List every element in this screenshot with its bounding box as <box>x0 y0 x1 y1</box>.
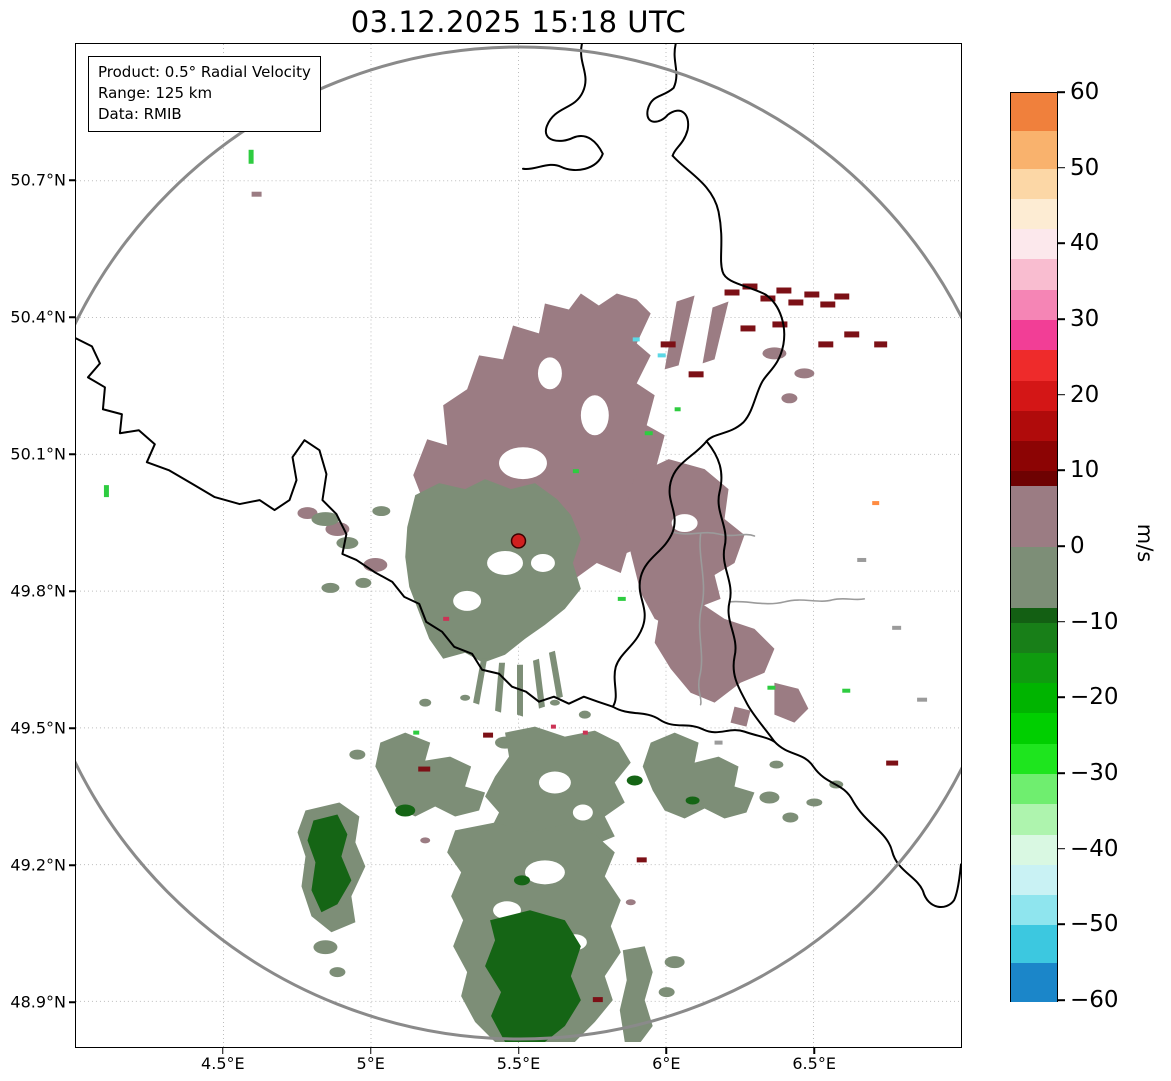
colorbar-segment <box>1011 471 1057 488</box>
colorbar-segment <box>1011 622 1057 654</box>
map-plot: Product: 0.5° Radial Velocity Range: 125… <box>75 43 962 1048</box>
x-tickmark <box>369 1048 372 1054</box>
colorbar-tick-label: 20 <box>1070 381 1100 408</box>
y-tickmark <box>69 864 75 867</box>
colorbar-segment <box>1011 130 1057 170</box>
colorbar-tickmark <box>1057 166 1065 169</box>
colorbar-segment <box>1011 229 1057 261</box>
velocity-echoes <box>103 149 928 1043</box>
y-tickmark <box>69 590 75 592</box>
colorbar-segment <box>1011 320 1057 351</box>
regional-borders <box>671 531 866 706</box>
x-tickmark <box>222 1048 224 1054</box>
colorbar-tick-label: −20 <box>1070 684 1119 711</box>
y-tick-label: 49.8°N <box>10 581 66 601</box>
colorbar-tickmark <box>1057 772 1065 774</box>
colorbar-unit-label: m/s <box>1133 523 1158 563</box>
colorbar-segment <box>1011 441 1057 473</box>
colorbar-tick-label: −50 <box>1070 911 1119 938</box>
colorbar <box>1010 92 1058 1002</box>
colorbar-tickmark <box>1057 393 1065 396</box>
colorbar-tickmark <box>1057 696 1065 699</box>
x-tick-label: 6°E <box>652 1054 681 1073</box>
colorbar-segment <box>1011 743 1057 775</box>
colorbar-tick-label: 50 <box>1070 154 1100 181</box>
colorbar-tickmark <box>1057 91 1065 93</box>
colorbar-tick-label: −40 <box>1070 835 1119 862</box>
info-range: Range: 125 km <box>98 84 213 102</box>
colorbar-tick-label: 40 <box>1070 230 1100 257</box>
colorbar-segment <box>1011 895 1057 927</box>
y-tickmark <box>69 1001 75 1004</box>
colorbar-segment <box>1011 804 1057 836</box>
misc-specks <box>103 149 928 745</box>
colorbar-segment <box>1011 350 1057 382</box>
colorbar-segment <box>1011 410 1057 442</box>
colorbar-segment <box>1011 774 1057 805</box>
map-canvas <box>76 44 961 1047</box>
colorbar-segment <box>1011 380 1057 412</box>
colorbar-segment <box>1011 168 1057 200</box>
colorbar-tickmark <box>1057 545 1065 547</box>
radar-location-marker <box>510 533 527 549</box>
colorbar-tick-label: −60 <box>1070 987 1119 1013</box>
echo-gaps-sage <box>453 550 593 951</box>
x-tick-label: 5.5°E <box>496 1054 541 1073</box>
y-tick-label: 49.2°N <box>10 855 66 875</box>
colorbar-tickmark <box>1057 847 1065 850</box>
y-tickmark <box>69 316 75 318</box>
colorbar-segment <box>1011 864 1057 896</box>
colorbar-tick-label: 60 <box>1070 79 1100 105</box>
colorbar-segment <box>1011 925 1057 964</box>
y-tickmark <box>69 453 75 455</box>
colorbar-tick-label: 0 <box>1070 533 1085 559</box>
colorbar-segment <box>1011 834 1057 866</box>
colorbar-segment <box>1011 486 1057 548</box>
colorbar-segment <box>1011 607 1057 624</box>
colorbar-tickmark <box>1057 620 1065 623</box>
info-source: Data: RMIB <box>98 105 182 123</box>
x-tick-label: 4.5°E <box>201 1054 245 1073</box>
colorbar-tickmark <box>1057 999 1065 1001</box>
strong-outbound-echoes <box>418 283 899 1003</box>
strong-inbound-echoes <box>307 775 700 1043</box>
colorbar-segment <box>1011 652 1057 684</box>
y-tick-label: 50.7°N <box>10 170 66 190</box>
x-tickmark <box>813 1048 815 1054</box>
colorbar-segment <box>1011 547 1057 609</box>
range-ring <box>76 45 961 1041</box>
colorbar-segment <box>1011 198 1057 230</box>
colorbar-tickmark <box>1057 923 1065 926</box>
x-tickmark <box>665 1048 668 1054</box>
y-tick-label: 50.4°N <box>10 307 66 327</box>
colorbar-tick-label: 30 <box>1070 306 1100 332</box>
colorbar-tick-label: −30 <box>1070 760 1119 786</box>
y-tick-label: 50.1°N <box>10 444 66 464</box>
colorbar-segment <box>1011 93 1057 132</box>
country-borders <box>76 44 961 909</box>
colorbar-tickmark <box>1057 318 1065 320</box>
x-tickmark <box>517 1048 520 1054</box>
x-tick-label: 5°E <box>356 1054 385 1073</box>
colorbar-tick-label: −10 <box>1070 608 1119 635</box>
colorbar-segment <box>1011 259 1057 291</box>
colorbar-segment <box>1011 683 1057 715</box>
x-tick-label: 6.5°E <box>792 1054 836 1073</box>
colorbar-tickmark <box>1057 469 1065 472</box>
plot-title: 03.12.2025 15:18 UTC <box>350 5 687 39</box>
info-product: Product: 0.5° Radial Velocity <box>98 63 311 81</box>
y-tickmark <box>69 727 75 729</box>
y-tick-label: 48.9°N <box>10 992 66 1012</box>
colorbar-tick-label: 10 <box>1070 457 1100 484</box>
y-tick-label: 49.5°N <box>10 718 66 738</box>
colorbar-tickmark <box>1057 242 1065 245</box>
y-tickmark <box>69 179 75 181</box>
product-info-box: Product: 0.5° Radial Velocity Range: 125… <box>88 56 321 132</box>
colorbar-segment <box>1011 713 1057 745</box>
colorbar-segment <box>1011 963 1057 1002</box>
colorbar-segment <box>1011 289 1057 321</box>
